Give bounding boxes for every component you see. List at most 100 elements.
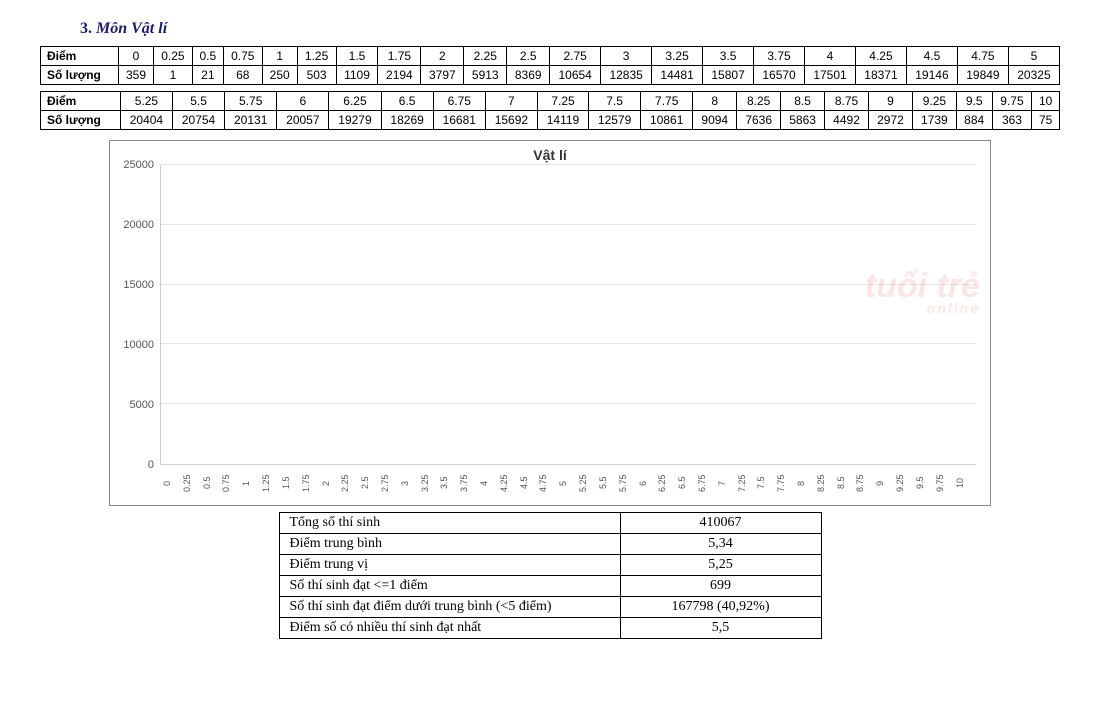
x-tick: 5.25 — [578, 469, 598, 497]
heading-text: Môn Vật lí — [96, 20, 167, 37]
y-tick: 25000 — [123, 159, 154, 171]
count-cell: 4492 — [825, 111, 869, 130]
score-cell: 8.25 — [737, 92, 781, 111]
count-cell: 19146 — [906, 66, 957, 85]
count-cell: 17501 — [805, 66, 856, 85]
count-cell: 20404 — [120, 111, 172, 130]
grid-line — [161, 343, 976, 344]
row-label-count: Số lượng — [41, 111, 121, 130]
x-tick: 10 — [955, 469, 975, 497]
score-cell: 9 — [868, 92, 912, 111]
score-cell: 9.5 — [956, 92, 992, 111]
bars-container — [161, 165, 976, 464]
score-cell: 0 — [119, 47, 154, 66]
table-row: Điểm trung vị5,25 — [279, 555, 821, 576]
x-tick: 6.25 — [657, 469, 677, 497]
x-tick: 6.5 — [677, 469, 697, 497]
score-cell: 2.25 — [464, 47, 507, 66]
score-cell: 3.5 — [703, 47, 754, 66]
score-cell: 6.5 — [381, 92, 433, 111]
count-cell: 14119 — [537, 111, 588, 130]
score-cell: 3 — [601, 47, 652, 66]
count-cell: 363 — [992, 111, 1032, 130]
grid-line — [161, 224, 976, 225]
score-cell: 7.75 — [641, 92, 693, 111]
y-tick: 20000 — [123, 219, 154, 231]
stat-label: Tổng số thí sinh — [279, 513, 620, 534]
y-axis: 0500010000150002000025000 — [110, 165, 160, 465]
chart-frame: Vật lí 0500010000150002000025000 00.250.… — [109, 140, 991, 506]
count-cell: 18269 — [381, 111, 433, 130]
x-tick: 0.5 — [202, 469, 222, 497]
count-cell: 12579 — [589, 111, 641, 130]
count-cell: 7636 — [737, 111, 781, 130]
count-cell: 75 — [1032, 111, 1060, 130]
count-cell: 15692 — [485, 111, 537, 130]
table-row: Tổng số thí sinh410067 — [279, 513, 821, 534]
x-tick: 3.5 — [439, 469, 459, 497]
score-cell: 5 — [1008, 47, 1059, 66]
stat-value: 5,34 — [620, 534, 821, 555]
table-row: Số lượng35912168250503110921943797591383… — [41, 66, 1060, 85]
score-cell: 4.5 — [906, 47, 957, 66]
count-cell: 20754 — [172, 111, 224, 130]
chart-title: Vật lí — [110, 141, 990, 165]
heading-number: 3. — [80, 20, 92, 37]
count-cell: 9094 — [693, 111, 737, 130]
y-tick: 15000 — [123, 279, 154, 291]
y-tick: 5000 — [130, 399, 154, 411]
count-cell: 20057 — [277, 111, 329, 130]
x-tick: 9.25 — [895, 469, 915, 497]
x-tick: 2.75 — [380, 469, 400, 497]
stat-value: 699 — [620, 576, 821, 597]
score-cell: 7.5 — [589, 92, 641, 111]
score-cell: 3.25 — [652, 47, 703, 66]
stat-value: 5,5 — [620, 618, 821, 639]
count-cell: 2972 — [868, 111, 912, 130]
score-cell: 3.75 — [754, 47, 805, 66]
x-tick: 3 — [400, 469, 420, 497]
x-tick: 7.5 — [756, 469, 776, 497]
score-cell: 8.5 — [781, 92, 825, 111]
x-tick: 8 — [796, 469, 816, 497]
count-cell: 19279 — [329, 111, 381, 130]
stat-label: Điểm số có nhiều thí sinh đạt nhất — [279, 618, 620, 639]
score-table-1: Điểm00.250.50.7511.251.51.7522.252.52.75… — [40, 46, 1060, 85]
table-row: Điểm số có nhiều thí sinh đạt nhất5,5 — [279, 618, 821, 639]
stats-table: Tổng số thí sinh410067Điểm trung bình5,3… — [279, 512, 822, 639]
row-label-count: Số lượng — [41, 66, 119, 85]
score-cell: 4.75 — [957, 47, 1008, 66]
x-tick: 4.5 — [519, 469, 539, 497]
count-cell: 5863 — [781, 111, 825, 130]
bars-region — [160, 165, 976, 465]
x-tick: 4 — [479, 469, 499, 497]
count-cell: 503 — [297, 66, 336, 85]
x-tick: 2.25 — [340, 469, 360, 497]
stat-value: 5,25 — [620, 555, 821, 576]
score-cell: 4 — [805, 47, 856, 66]
count-cell: 359 — [119, 66, 154, 85]
count-cell: 21 — [192, 66, 223, 85]
row-label-score: Điểm — [41, 92, 121, 111]
count-cell: 1739 — [912, 111, 956, 130]
count-cell: 12835 — [601, 66, 652, 85]
stat-value: 167798 (40,92%) — [620, 597, 821, 618]
x-tick: 3.75 — [459, 469, 479, 497]
table-row: Điểm00.250.50.7511.251.51.7522.252.52.75… — [41, 47, 1060, 66]
score-cell: 5.75 — [225, 92, 277, 111]
x-tick: 0.25 — [182, 469, 202, 497]
score-cell: 0.5 — [192, 47, 223, 66]
score-cell: 2 — [421, 47, 464, 66]
score-cell: 5.5 — [172, 92, 224, 111]
plot-area: 0500010000150002000025000 — [110, 165, 990, 465]
count-cell: 884 — [956, 111, 992, 130]
count-cell: 68 — [223, 66, 262, 85]
grid-line — [161, 164, 976, 165]
score-cell: 4.25 — [855, 47, 906, 66]
x-tick: 1.25 — [261, 469, 281, 497]
x-tick: 2.5 — [360, 469, 380, 497]
score-cell: 2.75 — [550, 47, 601, 66]
x-tick: 5 — [558, 469, 578, 497]
score-cell: 2.5 — [507, 47, 550, 66]
count-cell: 20325 — [1008, 66, 1059, 85]
